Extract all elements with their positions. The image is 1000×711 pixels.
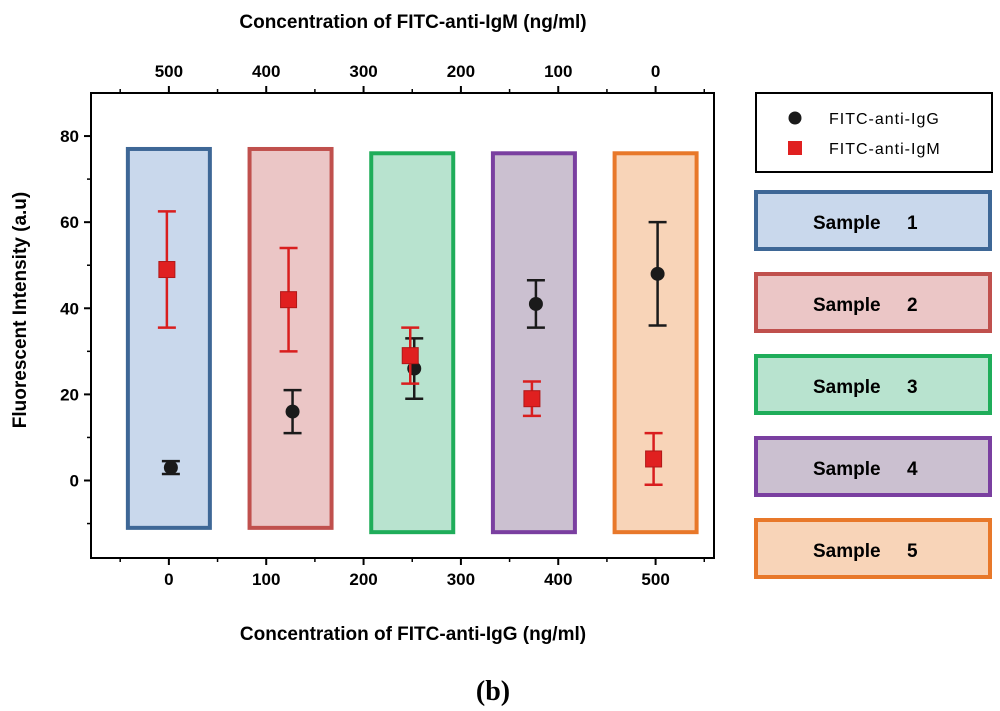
sample-legend-label-1: Sample	[813, 213, 881, 234]
legend-label-igm: FITC-anti-IgM	[829, 141, 941, 158]
sample-legend-number-3: 3	[907, 377, 918, 398]
x2-tick-label: 100	[544, 62, 572, 81]
legend-box	[755, 92, 993, 173]
igm-point	[523, 390, 541, 408]
sample-legend-box-4	[754, 436, 992, 497]
sample-box-5	[612, 151, 699, 535]
sample-legend-label-4: Sample	[813, 459, 881, 480]
sample-box-4	[490, 151, 577, 535]
x2-tick-label: 500	[155, 62, 183, 81]
y-axis: 0 20 40 60 80	[60, 127, 91, 525]
legend: FITC-anti-IgG FITC-anti-IgM	[755, 92, 993, 173]
x2-tick-label: 300	[349, 62, 377, 81]
x2-axis-title: Concentration of FITC-anti-IgM (ng/ml)	[239, 12, 586, 33]
x2-tick-label: 200	[447, 62, 475, 81]
figure-caption: (b)	[476, 676, 510, 707]
x-axis-top: 500 400 300 200 100 0	[119, 62, 706, 93]
sample-legend-number-1: 1	[907, 213, 918, 234]
sample-boxes	[125, 146, 699, 535]
x2-tick-label: 400	[252, 62, 280, 81]
sample-legend-label-5: Sample	[813, 541, 881, 562]
plot-frame	[90, 92, 715, 559]
igm-point	[645, 450, 663, 468]
sample-legend-label-3: Sample	[813, 377, 881, 398]
x2-tick-label: 0	[651, 62, 660, 81]
y-tick-label: 80	[60, 127, 79, 146]
igg-point	[650, 266, 665, 281]
x-tick-label: 200	[349, 570, 377, 589]
sample-legend-box-1	[754, 190, 992, 251]
legend-label-igg: FITC-anti-IgG	[829, 111, 940, 128]
sample-box-3	[369, 151, 456, 535]
igm-point	[158, 261, 176, 279]
sample-box-2	[247, 146, 334, 530]
igg-point	[163, 460, 178, 475]
sample-legend: Sample 1 Sample 2 Sample 3 Sample 4 Sample 5	[754, 190, 992, 579]
y-tick-label: 0	[70, 472, 79, 491]
igm-point	[280, 291, 298, 309]
igg-point	[528, 296, 543, 311]
data-series	[157, 210, 667, 487]
legend-square-marker	[788, 141, 802, 155]
x-tick-label: 100	[252, 570, 280, 589]
x-axis-title: Concentration of FITC-anti-IgG (ng/ml)	[240, 624, 586, 645]
y-tick-label: 60	[60, 213, 79, 232]
sample-legend-box-3	[754, 354, 992, 415]
x-tick-label: 400	[544, 570, 572, 589]
x-axis-bottom: 0 100 200 300 400 500	[119, 558, 706, 589]
sample-legend-label-2: Sample	[813, 295, 881, 316]
y-tick-label: 20	[60, 385, 79, 404]
igg-point	[285, 404, 300, 419]
x-tick-label: 500	[641, 570, 669, 589]
x-tick-label: 0	[164, 570, 173, 589]
sample-legend-number-2: 2	[907, 295, 918, 316]
legend-circle-marker	[788, 111, 802, 125]
x-tick-label: 300	[447, 570, 475, 589]
y-axis-title: Fluorescent Intensity (a.u)	[10, 192, 31, 428]
y-tick-label: 40	[60, 299, 79, 318]
sample-legend-number-5: 5	[907, 541, 918, 562]
igm-point	[401, 347, 419, 365]
sample-legend-box-5	[754, 518, 992, 579]
sample-legend-number-4: 4	[907, 459, 918, 480]
sample-legend-box-2	[754, 272, 992, 333]
